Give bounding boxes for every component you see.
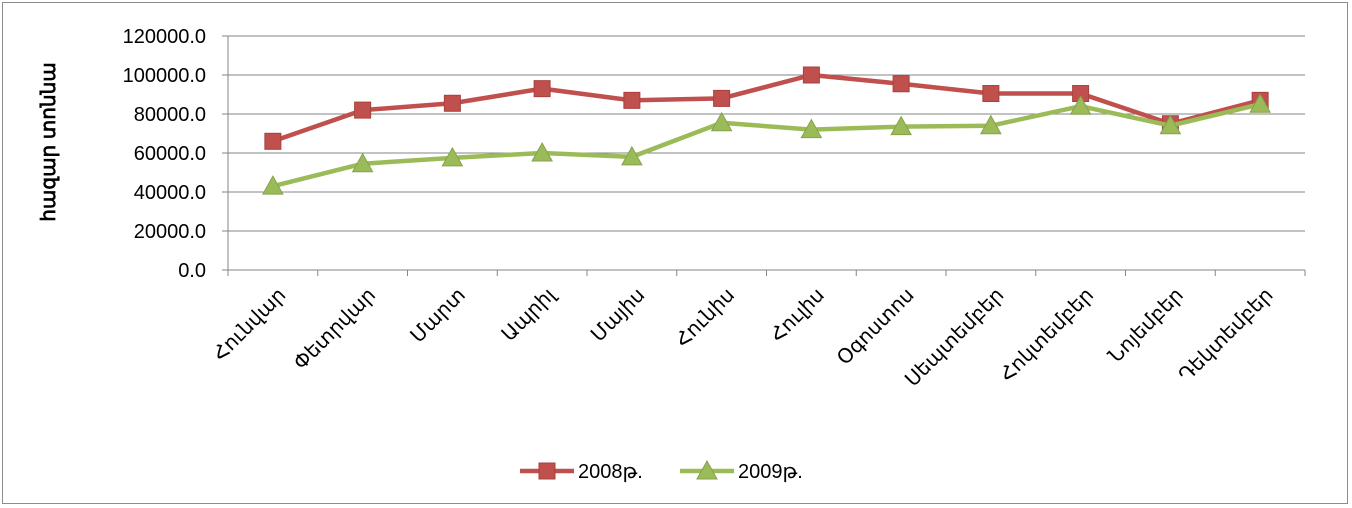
series-2 [262,93,1271,195]
legend-label: 2008թ. [578,461,643,483]
legend-label: 2009թ. [738,461,803,483]
data-point-square [982,85,1000,103]
x-tick-label: Հունիս [671,284,739,352]
series-line [272,102,1261,189]
y-tick-label: 80000.0 [134,104,206,126]
data-point-square [264,132,282,150]
x-tick-label: Հունվար [209,284,290,365]
gridlines [222,35,1306,276]
x-tick-label: Մայիս [587,284,649,346]
y-axis-label: հազար տոննա [38,62,60,222]
data-point-square [713,89,731,107]
y-tick-label: 0.0 [178,260,206,282]
x-tick-label: Նոյեմբեր [1104,284,1187,367]
y-tick-labels: 0.0 20000.0 40000.0 60000.0 80000.0 100000.0 1… [123,26,206,282]
x-tick-labels: Հունվար Փետրվար Մարտ Ապրիլ Մայիս Հունիս Հուլիս… [209,283,1278,391]
y-tick-label: 40000.0 [134,182,206,204]
data-point-triangle [262,175,284,195]
data-point-triangle [1159,114,1182,135]
data-point-triangle [980,114,1002,135]
x-tick-label: Հոկտեմբեր [996,284,1098,386]
y-tick-label: 60000.0 [134,143,206,165]
series-line [272,72,1261,144]
data-point-triangle [1249,93,1271,113]
y-tick-label: 120000.0 [123,26,206,48]
x-tick-label: Օգոստոս [833,284,919,370]
x-tick-label: Մարտ [407,284,470,347]
data-point-triangle [710,111,733,132]
data-point-square [623,91,641,109]
data-point-square [802,66,820,84]
data-point-triangle [890,115,912,136]
data-point-triangle [351,152,374,173]
legend: 2008թ. 2009թ. [520,459,803,483]
data-point-triangle [800,118,823,139]
x-tick-label: Հուլիս [766,284,829,347]
y-tick-label: 20000.0 [134,221,206,243]
series-group [262,66,1271,195]
data-point-triangle [621,145,643,166]
data-point-square [892,75,910,93]
data-point-triangle [696,459,718,480]
legend-item: 2009թ. [680,459,803,483]
x-tick-label: Դեկտեմբեր [1175,284,1278,387]
x-tick-label: Փետրվար [290,284,380,374]
data-point-triangle [1069,95,1092,115]
y-tick-label: 100000.0 [123,65,206,87]
legend-item: 2008թ. [520,461,643,483]
data-point-square [354,101,372,119]
x-tick-label: Ապրիլ [498,283,561,346]
series-1 [264,66,1269,150]
data-point-square [443,94,461,112]
data-point-triangle [441,146,464,167]
data-point-square [538,462,556,480]
data-point-square [533,80,551,98]
data-point-triangle [531,141,553,162]
